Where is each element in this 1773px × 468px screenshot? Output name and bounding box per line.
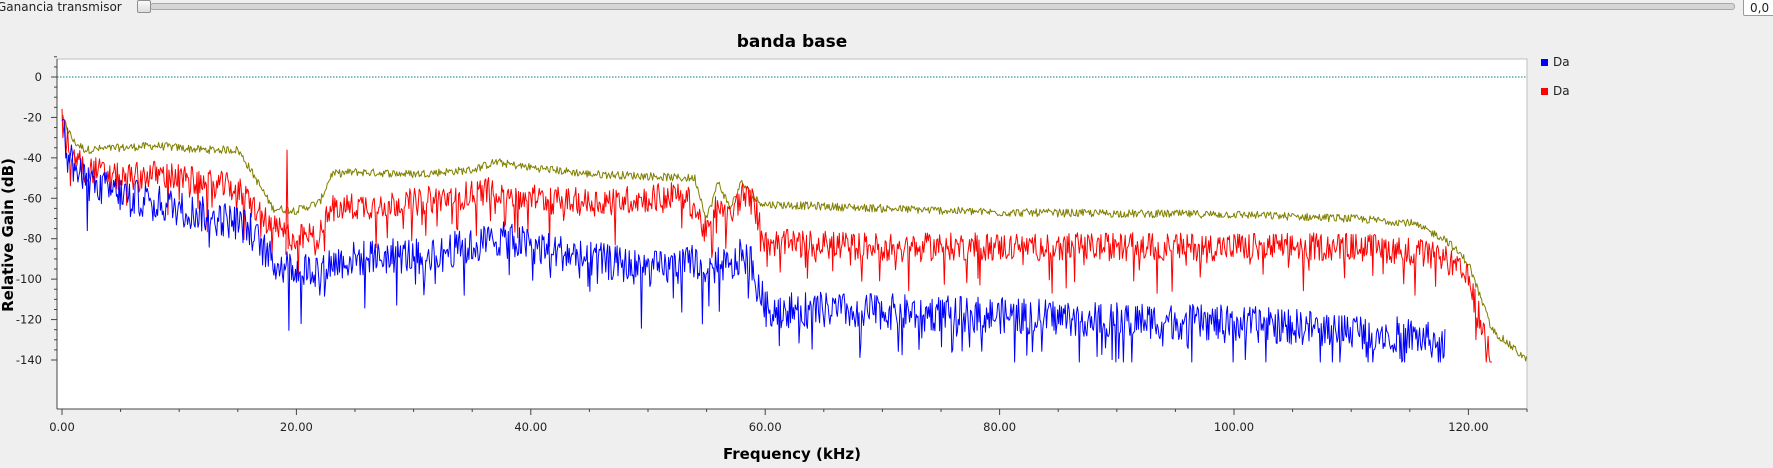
x-tick-label: 0.00 bbox=[49, 420, 75, 434]
transmitter-gain-control: Ganancia transmisor 0,0 bbox=[0, 0, 1773, 20]
x-tick-label: 20.00 bbox=[280, 420, 313, 434]
legend-label: Da bbox=[1553, 55, 1570, 69]
x-tick-label: 40.00 bbox=[514, 420, 547, 434]
legend[interactable]: Da Da bbox=[1541, 55, 1570, 98]
x-axis: 0.00 20.00 40.00 60.00 80.00 100.00 120.00 bbox=[49, 408, 1528, 434]
series-line bbox=[61, 114, 1527, 362]
legend-swatch bbox=[1541, 59, 1548, 66]
legend-swatch bbox=[1541, 88, 1548, 95]
x-tick-label: 60.00 bbox=[749, 420, 782, 434]
x-tick-label: 120.00 bbox=[1448, 420, 1488, 434]
y-tick-label: -120 bbox=[16, 313, 42, 327]
gain-value-field[interactable]: 0,0 bbox=[1743, 0, 1773, 16]
gain-slider-label: Ganancia transmisor bbox=[0, 0, 122, 14]
x-tick-label: 80.00 bbox=[983, 420, 1016, 434]
pilot-tone-spike bbox=[285, 149, 289, 255]
series-lines bbox=[61, 108, 1527, 363]
x-tick-label: 100.00 bbox=[1214, 420, 1254, 434]
y-tick-label: -60 bbox=[23, 191, 42, 205]
y-tick-label: -40 bbox=[23, 151, 42, 165]
x-axis-title: Frequency (kHz) bbox=[723, 445, 861, 463]
plot-canvas bbox=[57, 59, 1527, 409]
y-tick-label: -100 bbox=[16, 272, 42, 286]
legend-item[interactable]: Da bbox=[1541, 55, 1570, 69]
y-axis: 0 -20 -40 -60 -80 -100 -120 -140 bbox=[16, 56, 58, 409]
y-tick-label: -20 bbox=[23, 110, 42, 124]
legend-label: Da bbox=[1553, 84, 1570, 98]
series-line bbox=[61, 118, 1446, 363]
legend-item[interactable]: Da bbox=[1541, 84, 1570, 98]
plot-title: banda base bbox=[737, 32, 848, 52]
series-line bbox=[61, 108, 1492, 363]
y-tick-label: 0 bbox=[35, 70, 42, 84]
y-tick-label: -140 bbox=[16, 353, 42, 367]
gain-slider-handle[interactable] bbox=[137, 0, 151, 13]
y-axis-title: Relative Gain (dB) bbox=[0, 158, 17, 312]
y-tick-label: -80 bbox=[23, 232, 42, 246]
